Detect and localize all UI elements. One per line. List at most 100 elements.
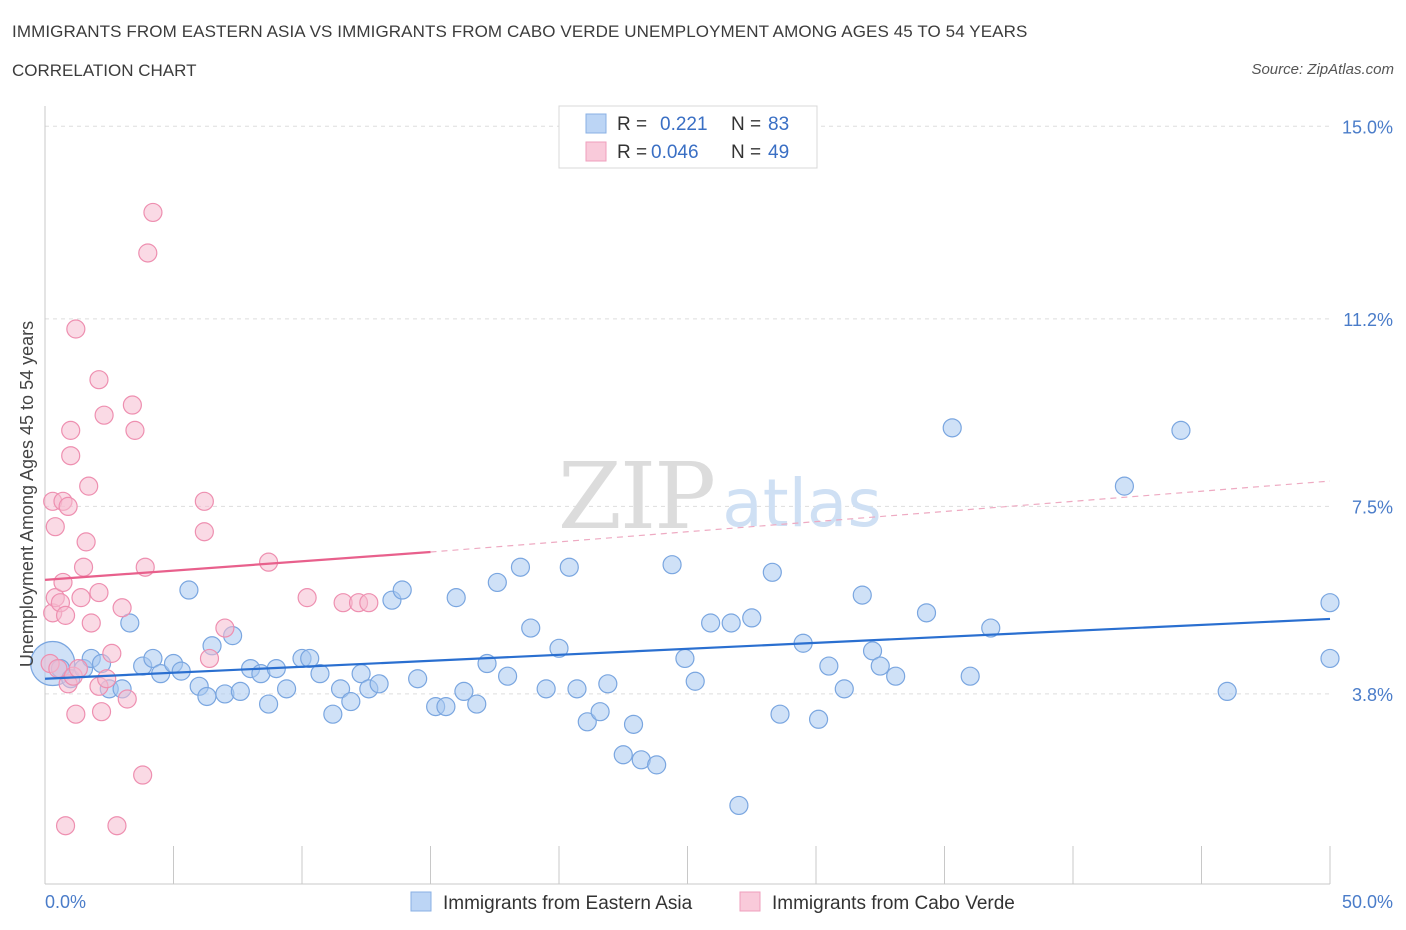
point-cabo-verde bbox=[143, 202, 163, 223]
point-eastern-asia bbox=[770, 704, 790, 724]
point-eastern-asia bbox=[916, 603, 937, 623]
point-eastern-asia bbox=[729, 795, 749, 816]
point-cabo-verde bbox=[117, 689, 137, 709]
point-cabo-verde bbox=[79, 476, 99, 496]
point-cabo-verde bbox=[258, 552, 279, 572]
point-eastern-asia bbox=[300, 648, 320, 669]
legend-swatch-pink bbox=[585, 141, 607, 162]
y-tick-label: 3.8% bbox=[1352, 685, 1393, 705]
y-axis-title: Unemployment Among Ages 45 to 54 years bbox=[17, 321, 37, 667]
trend-line-cabo-verde-extension bbox=[430, 480, 1331, 553]
point-eastern-asia bbox=[742, 608, 762, 628]
point-eastern-asia bbox=[1114, 476, 1135, 496]
stats-legend: R = 0.221 N = 83 R = 0.046 N = 49 bbox=[558, 105, 818, 169]
legend-n-value: 49 bbox=[768, 142, 789, 163]
point-eastern-asia bbox=[310, 664, 330, 684]
point-cabo-verde bbox=[71, 588, 91, 608]
point-eastern-asia bbox=[598, 674, 618, 694]
point-cabo-verde bbox=[194, 491, 214, 511]
watermark: ZIP atlas bbox=[558, 443, 882, 550]
legend-n-label: N = bbox=[731, 114, 761, 135]
point-cabo-verde bbox=[97, 669, 117, 689]
point-cabo-verde bbox=[61, 446, 81, 466]
legend-n-value: 83 bbox=[768, 114, 789, 135]
trend-lines bbox=[44, 480, 1331, 680]
point-eastern-asia bbox=[862, 641, 883, 661]
x-tick-label: 50.0% bbox=[1342, 892, 1393, 912]
point-cabo-verde bbox=[107, 816, 127, 836]
point-eastern-asia bbox=[549, 638, 569, 658]
series-legend-label-blue: Immigrants from Eastern Asia bbox=[443, 893, 693, 914]
y-tick-label: 11.2% bbox=[1343, 310, 1393, 330]
point-eastern-asia bbox=[567, 679, 587, 699]
point-eastern-asia bbox=[577, 712, 597, 732]
point-eastern-asia bbox=[510, 557, 531, 577]
point-cabo-verde bbox=[58, 496, 78, 517]
point-eastern-asia bbox=[323, 704, 343, 724]
point-eastern-asia bbox=[886, 666, 906, 686]
point-eastern-asia bbox=[960, 666, 980, 686]
point-eastern-asia bbox=[762, 562, 782, 582]
point-cabo-verde bbox=[199, 648, 220, 669]
point-eastern-asia bbox=[143, 648, 163, 669]
point-eastern-asia bbox=[1171, 420, 1191, 440]
series-cabo-verde bbox=[40, 202, 379, 836]
point-cabo-verde bbox=[81, 613, 101, 633]
point-cabo-verde bbox=[89, 370, 109, 390]
point-eastern-asia bbox=[521, 618, 541, 638]
point-eastern-asia bbox=[721, 613, 741, 633]
point-cabo-verde bbox=[55, 605, 76, 625]
point-cabo-verde bbox=[133, 765, 153, 785]
point-cabo-verde bbox=[125, 420, 145, 440]
point-cabo-verde bbox=[76, 532, 96, 552]
point-eastern-asia bbox=[120, 613, 140, 633]
point-cabo-verde bbox=[73, 557, 94, 577]
legend-r-label: R = bbox=[617, 142, 647, 163]
point-cabo-verde bbox=[55, 816, 76, 836]
point-eastern-asia bbox=[819, 656, 839, 676]
point-cabo-verde bbox=[112, 598, 132, 618]
point-cabo-verde bbox=[68, 658, 89, 679]
point-eastern-asia bbox=[623, 714, 644, 734]
point-cabo-verde bbox=[122, 395, 142, 415]
series-legend: Immigrants from Eastern Asia Immigrants … bbox=[410, 891, 1015, 914]
point-eastern-asia bbox=[230, 681, 250, 702]
source-label: Source: ZipAtlas.com bbox=[1251, 61, 1394, 78]
point-eastern-asia bbox=[276, 679, 297, 699]
point-eastern-asia bbox=[590, 702, 610, 722]
legend-r-value: 0.046 bbox=[651, 142, 699, 163]
point-eastern-asia bbox=[258, 694, 279, 714]
point-cabo-verde bbox=[138, 243, 158, 263]
point-eastern-asia bbox=[852, 585, 872, 605]
point-eastern-asia bbox=[498, 666, 518, 686]
y-tick-label: 7.5% bbox=[1352, 497, 1393, 517]
point-eastern-asia bbox=[559, 557, 579, 577]
point-eastern-asia bbox=[662, 555, 682, 575]
point-cabo-verde bbox=[91, 702, 112, 722]
point-eastern-asia bbox=[981, 618, 1001, 638]
point-eastern-asia bbox=[675, 648, 695, 669]
point-eastern-asia bbox=[487, 572, 507, 593]
x-tick-label: 0.0% bbox=[45, 892, 86, 912]
point-eastern-asia bbox=[1320, 648, 1340, 669]
point-eastern-asia bbox=[369, 674, 389, 694]
point-cabo-verde bbox=[61, 420, 81, 440]
point-eastern-asia bbox=[197, 686, 217, 707]
watermark-atlas: atlas bbox=[722, 465, 882, 542]
legend-r-value: 0.221 bbox=[660, 114, 708, 135]
y-tick-labels: 3.8% 7.5% 11.2% 15.0% bbox=[1342, 117, 1393, 705]
point-eastern-asia bbox=[808, 709, 829, 729]
chart-title: IMMIGRANTS FROM EASTERN ASIA VS IMMIGRAN… bbox=[12, 22, 1028, 41]
point-cabo-verde bbox=[359, 593, 379, 613]
point-eastern-asia bbox=[942, 418, 962, 438]
point-eastern-asia bbox=[446, 588, 466, 608]
point-eastern-asia bbox=[613, 745, 633, 765]
legend-r-label: R = bbox=[617, 114, 647, 135]
x-tick-labels: 0.0% 50.0% bbox=[45, 892, 1393, 912]
point-eastern-asia bbox=[870, 656, 890, 676]
point-cabo-verde bbox=[102, 643, 122, 663]
y-tick-label: 15.0% bbox=[1342, 117, 1393, 137]
point-cabo-verde bbox=[53, 572, 73, 593]
point-eastern-asia bbox=[647, 755, 667, 775]
